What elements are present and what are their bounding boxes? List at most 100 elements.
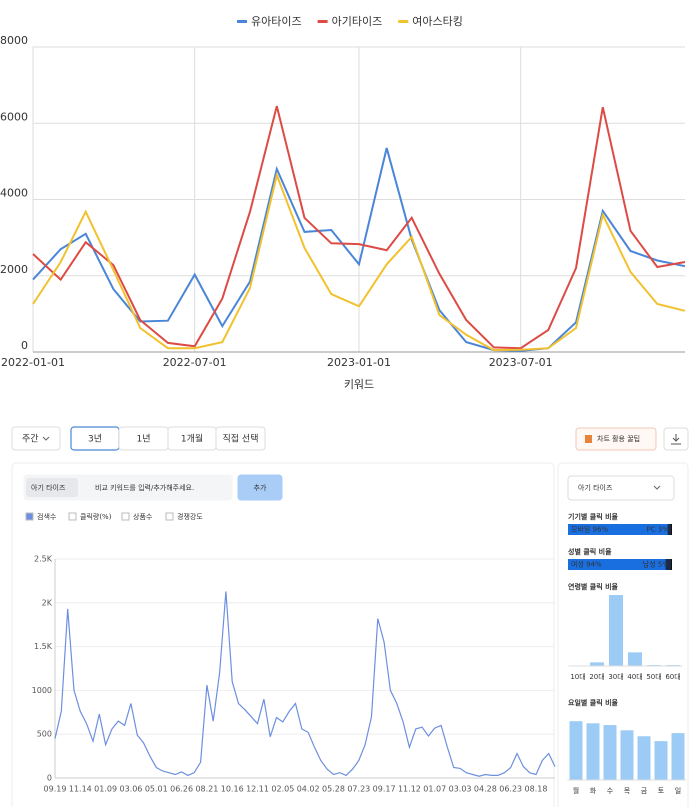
range-button[interactable]	[215, 426, 266, 451]
period-select-label[interactable]: 주간	[22, 434, 39, 445]
x-tick-label: 10.16	[221, 785, 244, 794]
bar	[569, 721, 583, 780]
x-tick-label: 2022-07-01	[163, 356, 227, 369]
y-tick-label: 8000	[0, 34, 28, 47]
keyword-select[interactable]	[567, 475, 675, 501]
x-tick-label: 04.02	[297, 785, 320, 794]
x-tick-label: 월	[573, 786, 579, 795]
input-placeholder[interactable]: 비교 키워드를 입력/추가해주세요.	[95, 483, 194, 492]
y-tick-label: 2000	[0, 263, 28, 276]
panel-title: 연령별 클릭 비율	[568, 582, 619, 591]
bar-segment	[665, 559, 671, 570]
x-tick-label: 02.05	[271, 785, 294, 794]
x-tick-label: 목	[624, 787, 631, 795]
bar-segment	[568, 559, 666, 570]
legend-label: 아기타이즈	[332, 15, 383, 28]
metric-checkbox[interactable]	[165, 512, 174, 521]
chart-card	[11, 462, 555, 807]
y-tick-label: 2K	[42, 598, 53, 607]
x-tick-label: 금	[641, 787, 648, 795]
x-tick-label: 2022-01-01	[1, 356, 65, 369]
bar	[609, 595, 623, 666]
x-tick-label: 03.06	[119, 785, 142, 794]
x-tick-label: 09.19	[44, 785, 67, 794]
bar	[620, 730, 634, 780]
bar	[586, 723, 600, 780]
add-button[interactable]	[237, 474, 283, 501]
metric-label[interactable]: 클릭량(%)	[80, 513, 112, 521]
y-tick-label: 6000	[0, 110, 28, 123]
x-tick-label: 03.03	[449, 785, 472, 794]
tip-button-label[interactable]: 차트 활용 꿀팁	[597, 434, 640, 443]
tip-icon	[585, 435, 592, 443]
metric-label[interactable]: 상품수	[133, 512, 153, 521]
legend-swatch	[398, 20, 409, 23]
chevron	[653, 485, 661, 490]
x-tick-label: 화	[590, 787, 597, 795]
metric-checkbox[interactable]	[25, 512, 34, 521]
x-tick-label: 60대	[665, 673, 680, 681]
metric-label[interactable]: 검색수	[37, 512, 57, 521]
x-tick-label: 40대	[627, 673, 642, 681]
metric-label[interactable]: 경쟁강도	[177, 512, 203, 521]
legend-label: 유아타이즈	[251, 15, 302, 28]
x-tick-label: 12.11	[246, 785, 269, 794]
x-tick-label: 08.18	[525, 785, 548, 794]
x-tick-label: 05.01	[145, 785, 168, 794]
keyword-chip-label: 아기 타이즈	[31, 483, 66, 492]
range-button-label[interactable]: 3년	[88, 434, 102, 445]
bar	[637, 736, 651, 780]
bar	[654, 741, 668, 780]
bar	[603, 725, 617, 780]
panel-title: 요일별 클릭 비율	[568, 698, 619, 707]
add-button-label[interactable]: 추가	[254, 483, 267, 492]
chevron	[42, 436, 50, 441]
x-tick-label: 10대	[570, 673, 585, 681]
metric-checkbox[interactable]	[121, 512, 130, 521]
bar-segment	[568, 524, 668, 535]
y-tick-label: 1000	[32, 686, 52, 695]
download-icon	[671, 434, 681, 445]
y-tick-label: 0	[21, 339, 28, 352]
x-tick-label: 2023-01-01	[327, 356, 391, 369]
x-tick-label: 20대	[589, 673, 604, 681]
x-tick-label: 06.26	[170, 785, 193, 794]
x-tick-label: 수	[607, 787, 614, 795]
x-tick-label: 06.23	[499, 785, 522, 794]
bar-segment	[667, 524, 671, 535]
x-axis-label: 키워드	[344, 378, 374, 391]
period-select[interactable]	[11, 426, 61, 451]
legend-swatch	[237, 20, 247, 23]
series-line	[54, 591, 556, 777]
range-button-label[interactable]: 1년	[136, 434, 150, 445]
x-tick-label: 05.28	[322, 785, 345, 794]
keyword-chip	[26, 478, 78, 497]
legend-swatch	[317, 20, 328, 23]
series-line	[32, 105, 686, 350]
x-tick-label: 01.09	[94, 785, 117, 794]
range-button-label[interactable]: 1개월	[181, 433, 203, 445]
series-line	[32, 171, 686, 352]
panel-title: 성별 클릭 비율	[568, 547, 612, 556]
bar-label: 여성 94%	[571, 560, 602, 569]
y-tick-label: 0	[47, 774, 52, 783]
x-tick-label: 07.23	[347, 785, 370, 794]
y-tick-label: 2.5K	[34, 555, 53, 564]
x-tick-label: 50대	[646, 673, 661, 681]
keyword-select-label[interactable]: 아기 타이즈	[578, 483, 613, 492]
x-tick-label: 2023-07-01	[489, 356, 553, 369]
x-tick-label: 11.12	[398, 785, 421, 794]
bar	[628, 652, 642, 666]
legend-label: 여아스타킹	[412, 15, 463, 28]
x-tick-label: 토	[658, 787, 665, 795]
range-button-label[interactable]: 직접 선택	[223, 433, 259, 445]
bar	[590, 662, 604, 666]
x-tick-label: 11.14	[69, 785, 92, 794]
x-tick-label: 08.21	[195, 785, 218, 794]
tip-button[interactable]	[575, 427, 657, 451]
bar-label: PC 3%	[647, 526, 670, 534]
metric-checkbox[interactable]	[68, 512, 77, 521]
x-tick-label: 09.17	[373, 785, 396, 794]
